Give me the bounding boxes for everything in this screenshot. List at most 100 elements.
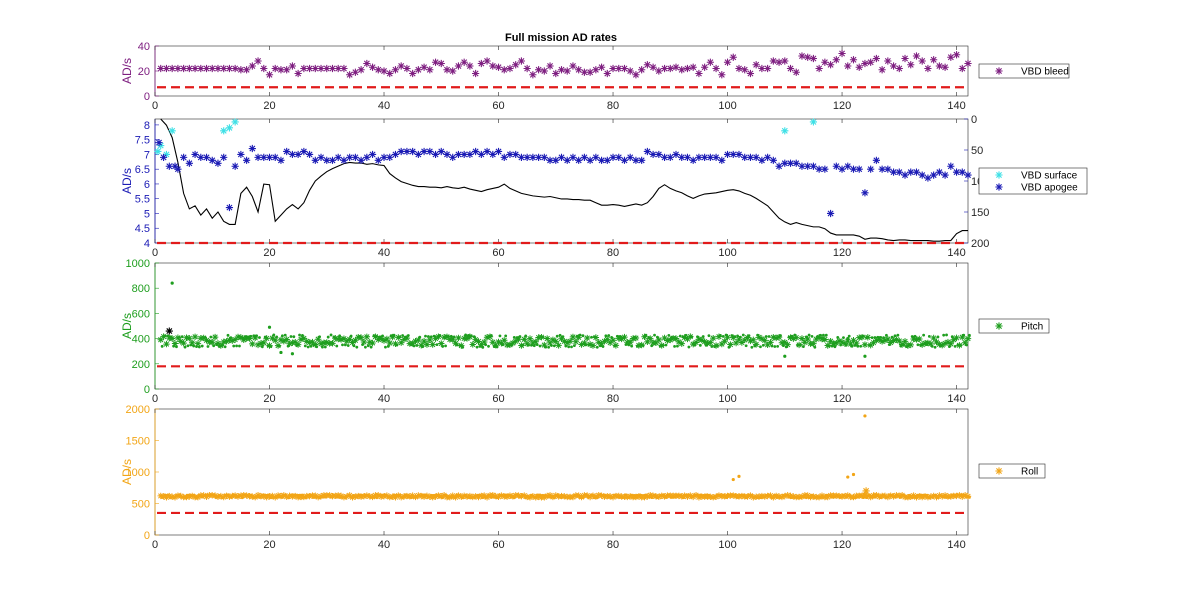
data-point: [684, 333, 688, 337]
data-point: [392, 340, 399, 348]
data-point: [463, 493, 471, 500]
data-point: [959, 343, 963, 347]
data-point: [878, 165, 886, 173]
data-point: [277, 156, 285, 164]
data-point: [180, 153, 188, 161]
data-point: [231, 64, 239, 73]
data-point: [916, 343, 920, 347]
data-point: [695, 494, 703, 501]
data-point: [643, 61, 651, 69]
data-point: [870, 339, 877, 346]
data-point: [523, 340, 531, 347]
data-point: [254, 57, 262, 65]
data-point: [941, 340, 949, 347]
data-point: [947, 340, 955, 347]
data-point: [876, 493, 883, 500]
data-point: [924, 174, 932, 182]
data-point: [552, 344, 556, 348]
data-point: [557, 153, 566, 161]
data-point: [217, 492, 225, 500]
y-tick-label: 200: [132, 359, 150, 371]
data-point: [896, 492, 903, 500]
data-point: [620, 156, 629, 164]
data-point: [540, 153, 548, 161]
data-point: [426, 147, 434, 156]
data-point: [495, 338, 502, 346]
data-point: [590, 335, 593, 339]
data-point: [240, 336, 247, 344]
data-point: [328, 156, 337, 164]
data-point: [870, 336, 874, 340]
data-point: [827, 344, 831, 348]
data-point: [767, 492, 774, 499]
data-point: [795, 341, 803, 349]
data-point: [424, 334, 427, 338]
data-point: [200, 492, 207, 499]
data-point: [655, 67, 663, 75]
data-point: [953, 492, 960, 500]
data-point: [781, 344, 785, 348]
data-point: [698, 343, 702, 347]
x-tick-label: 120: [833, 393, 851, 405]
data-point: [630, 344, 634, 348]
data-point: [721, 334, 725, 338]
data-point: [298, 333, 301, 337]
data-point: [552, 156, 560, 164]
data-point: [481, 345, 485, 349]
data-point: [191, 150, 199, 159]
data-point: [243, 156, 251, 164]
data-point: [933, 338, 940, 346]
data-point: [374, 66, 382, 74]
x-tick-label: 20: [263, 393, 275, 405]
data-point: [941, 63, 949, 71]
data-point: [584, 492, 591, 499]
data-point: [504, 334, 508, 338]
data-point: [395, 334, 402, 341]
data-point: [309, 338, 316, 346]
data-point: [155, 139, 163, 147]
data-point: [799, 343, 802, 347]
data-point: [889, 168, 898, 176]
data-point: [792, 159, 800, 167]
data-point: [283, 66, 291, 74]
data-point: [386, 153, 394, 161]
y-tick-label: 40: [138, 41, 150, 53]
plot-area: [154, 408, 969, 536]
data-point: [678, 493, 685, 500]
data-point: [186, 493, 193, 500]
data-point: [615, 335, 622, 342]
data-point: [887, 492, 894, 499]
data-point: [477, 59, 485, 68]
data-point: [377, 493, 385, 500]
data-point: [912, 52, 921, 60]
data-point: [251, 334, 259, 342]
data-point: [721, 338, 728, 345]
data-point: [160, 333, 167, 340]
data-point: [819, 333, 822, 337]
data-point: [171, 162, 179, 170]
data-point: [323, 339, 330, 346]
data-point: [873, 491, 880, 499]
data-point: [689, 340, 697, 348]
data-point: [326, 492, 333, 499]
data-point: [380, 67, 388, 75]
legend-marker: [995, 171, 1003, 179]
data-point: [841, 340, 849, 347]
data-point: [750, 336, 757, 344]
data-point: [220, 127, 228, 135]
data-point: [363, 153, 371, 161]
data-point: [810, 340, 817, 347]
data-point: [392, 494, 399, 501]
series-pitch: [157, 281, 972, 358]
x-tick-label: 20: [263, 539, 275, 551]
data-point: [366, 339, 373, 346]
data-point: [541, 341, 548, 349]
data-point: [323, 345, 327, 349]
data-point: [687, 345, 691, 349]
data-point: [189, 339, 196, 346]
data-point: [200, 344, 204, 348]
data-point: [584, 343, 588, 347]
data-point: [197, 64, 205, 73]
data-point: [632, 156, 640, 164]
data-point: [254, 492, 262, 499]
